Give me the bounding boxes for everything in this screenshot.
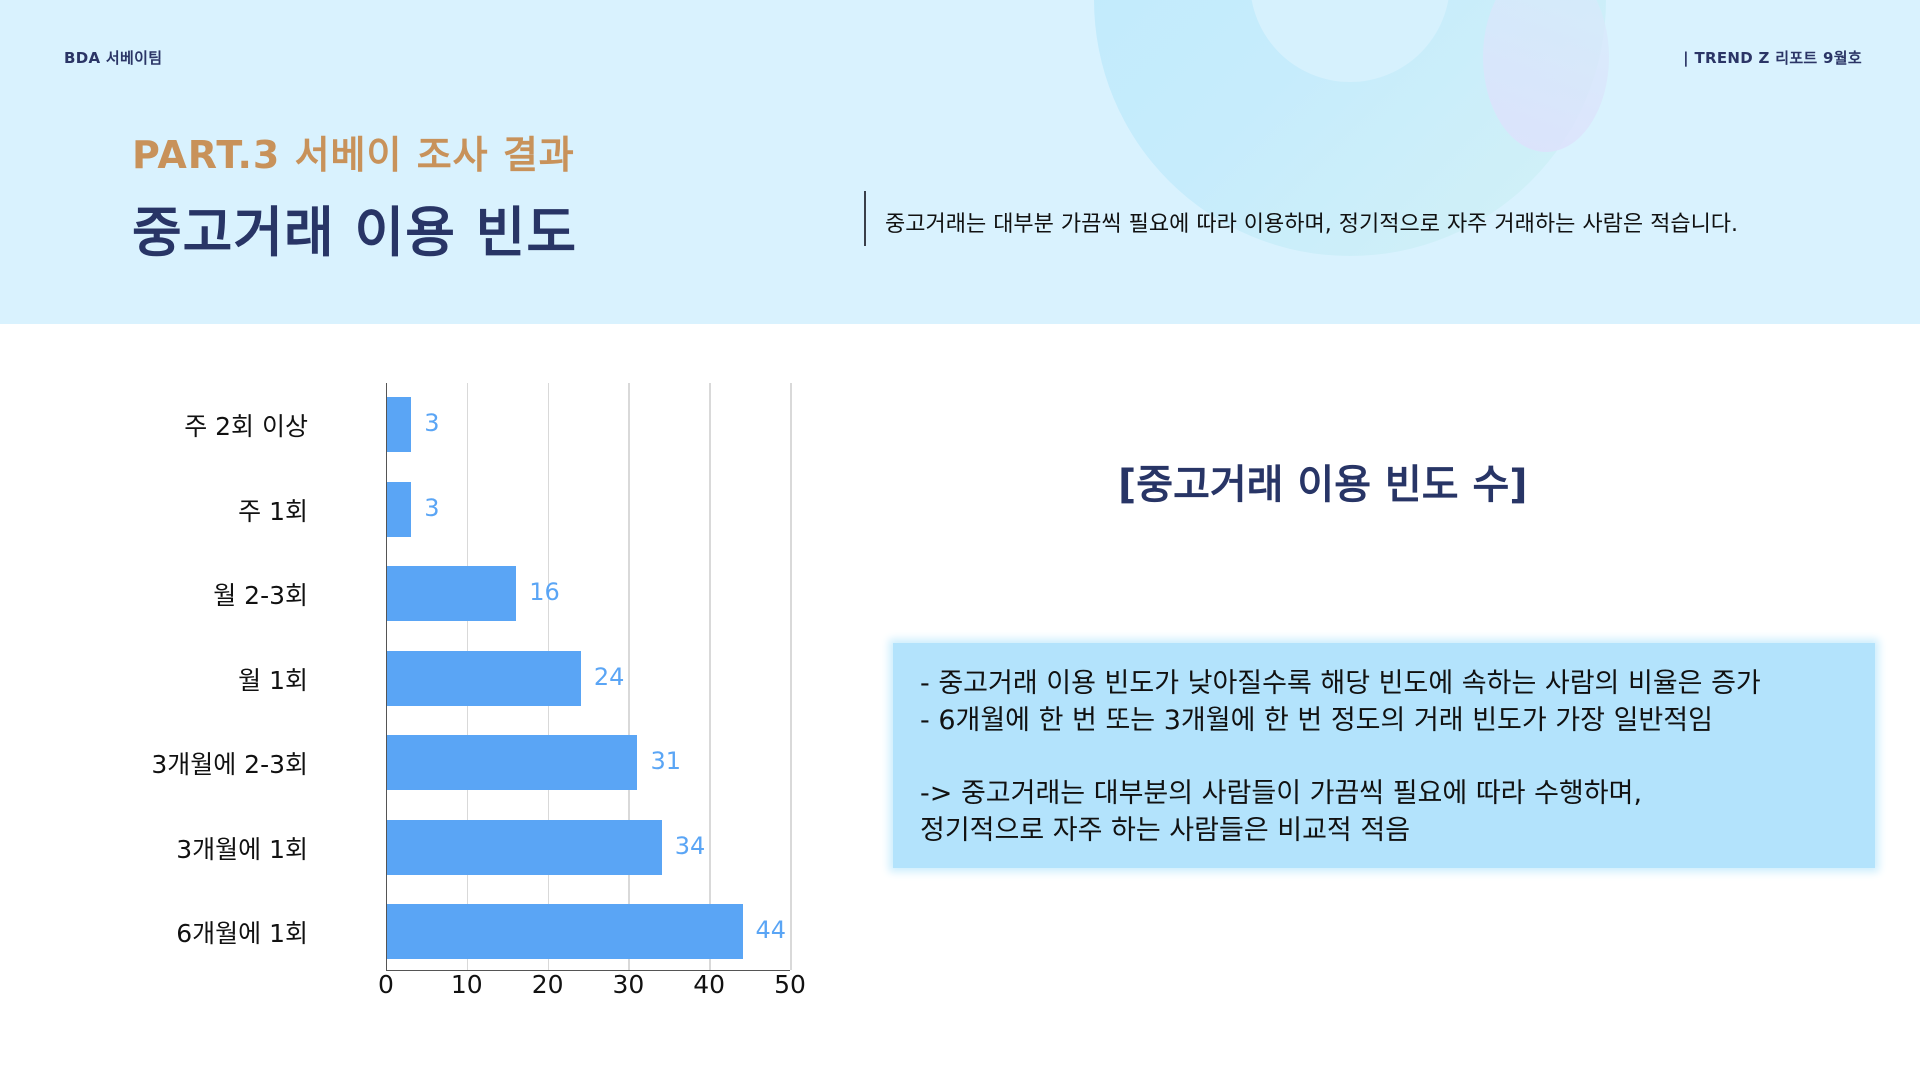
plot-area: 3 3 16 24 31 34 44 [386,383,792,971]
data-label: 3 [424,409,440,437]
page-title: 중고거래 이용 빈도 [132,201,578,264]
data-label: 16 [529,578,560,606]
gridline [709,383,711,970]
data-label: 34 [674,831,706,860]
category-label: 월 2-3회 [213,581,308,610]
summary-line: -> 중고거래는 대부분의 사람들이 가끔씩 필요에 따라 수행하며, [920,778,1643,809]
category-label: 주 1회 [238,496,308,526]
chart-title: [중고거래 이용 빈도 수] [1118,462,1528,508]
category-label: 주 2회 이상 [184,412,308,441]
summary-line: 정기적으로 자주 하는 사람들은 비교적 적음 [920,815,1411,846]
bar [387,650,581,706]
bar [387,397,412,452]
gridline [628,383,630,970]
bar [387,735,638,790]
report-label: | TREND Z 리포트 9월호 [1683,49,1862,67]
page-subtitle: 중고거래는 대부분 가끔씩 필요에 따라 이용하며, 정기적으로 자주 거래하는… [885,212,1739,237]
tick-label: 20 [531,970,564,999]
decorative-circle [1483,0,1609,152]
category-label: 6개월에 1회 [176,919,308,948]
header-band: BDA 서베이팀 | TREND Z 리포트 9월호 PART.3 서베이 조사… [0,0,1920,324]
divider [864,191,866,246]
category-label: 3개월에 2-3회 [151,750,308,779]
category-label: 월 1회 [238,665,308,695]
bar [387,819,662,875]
tick-label: 50 [774,970,806,999]
gridline [790,383,792,970]
summary-box: - 중고거래 이용 빈도가 낮아질수록 해당 빈도에 속하는 사람의 비율은 증… [893,643,1875,868]
bar [387,566,517,621]
summary-line: - 6개월에 한 번 또는 3개월에 한 번 정도의 거래 빈도가 가장 일반적… [920,705,1713,736]
data-label: 44 [755,916,787,944]
data-label: 31 [650,747,682,775]
tick-label: 0 [378,970,394,999]
summary-line: - 중고거래 이용 빈도가 낮아질수록 해당 빈도에 속하는 사람의 비율은 증… [920,668,1761,699]
data-label: 24 [593,662,625,691]
section-label: PART.3 서베이 조사 결과 [132,133,575,177]
tick-label: 40 [693,970,726,999]
bar [387,904,743,959]
tick-label: 30 [612,970,645,999]
category-label: 3개월에 1회 [176,834,308,864]
tick-label: 10 [450,970,483,999]
data-label: 3 [424,493,440,522]
brand-label: BDA 서베이팀 [64,49,163,67]
bar [387,481,412,537]
